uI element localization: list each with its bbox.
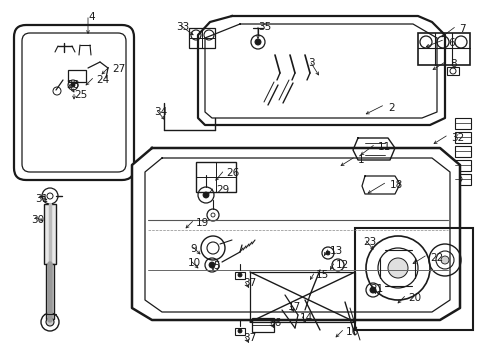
Circle shape <box>387 258 407 278</box>
Text: 27: 27 <box>112 64 125 74</box>
Text: 3: 3 <box>307 58 314 68</box>
Circle shape <box>238 329 242 333</box>
Text: 13: 13 <box>329 246 343 256</box>
Circle shape <box>208 262 215 268</box>
Bar <box>196 162 236 192</box>
Text: 37: 37 <box>243 333 256 343</box>
Bar <box>46 264 54 319</box>
Bar <box>454 146 470 157</box>
Bar <box>249 272 354 322</box>
Text: 10: 10 <box>187 258 201 268</box>
Polygon shape <box>361 176 399 194</box>
Circle shape <box>46 318 54 326</box>
Text: 20: 20 <box>407 293 420 303</box>
Circle shape <box>254 39 261 45</box>
Text: 19: 19 <box>196 218 209 228</box>
Text: 16: 16 <box>346 327 359 337</box>
Text: 18: 18 <box>389 180 403 190</box>
Circle shape <box>238 273 242 277</box>
Text: 6: 6 <box>447 38 454 48</box>
Text: 23: 23 <box>362 237 375 247</box>
Circle shape <box>440 256 448 264</box>
Text: 9: 9 <box>190 244 196 254</box>
Text: 8: 8 <box>449 59 456 69</box>
Text: 14: 14 <box>299 313 313 323</box>
Bar <box>417 33 469 65</box>
Circle shape <box>71 83 75 87</box>
Text: 15: 15 <box>315 270 328 280</box>
Text: 2: 2 <box>387 103 394 113</box>
Bar <box>44 204 56 264</box>
Text: 33: 33 <box>176 22 189 32</box>
Bar <box>251 318 273 332</box>
Bar <box>68 70 86 82</box>
Text: 5: 5 <box>213 261 219 271</box>
Bar <box>446 67 458 75</box>
Text: 35: 35 <box>258 22 271 32</box>
Text: 26: 26 <box>225 168 239 178</box>
Polygon shape <box>352 138 394 160</box>
Text: 34: 34 <box>154 107 167 117</box>
Bar <box>454 118 470 129</box>
Text: 36: 36 <box>267 318 281 328</box>
Circle shape <box>203 192 208 198</box>
Bar <box>354 228 472 330</box>
Text: 30: 30 <box>31 215 44 225</box>
Text: 32: 32 <box>450 133 463 143</box>
Bar <box>189 28 215 48</box>
Polygon shape <box>132 148 459 320</box>
Text: 21: 21 <box>369 284 383 294</box>
Bar <box>454 174 470 185</box>
Text: 24: 24 <box>96 75 109 85</box>
Text: 31: 31 <box>35 194 48 204</box>
Text: 4: 4 <box>88 12 95 22</box>
Text: 25: 25 <box>74 90 87 100</box>
Bar <box>454 132 470 143</box>
Text: 22: 22 <box>429 253 442 263</box>
Text: 11: 11 <box>377 142 390 152</box>
Circle shape <box>325 251 329 255</box>
Text: 1: 1 <box>357 155 364 165</box>
Text: 17: 17 <box>287 302 301 312</box>
Text: 12: 12 <box>335 260 348 270</box>
Text: 37: 37 <box>243 278 256 288</box>
Bar <box>235 328 244 335</box>
Text: 7: 7 <box>458 24 465 34</box>
Circle shape <box>369 287 375 293</box>
Text: 28: 28 <box>66 80 79 90</box>
Bar <box>235 272 244 279</box>
Text: 29: 29 <box>216 185 229 195</box>
Bar <box>454 160 470 171</box>
